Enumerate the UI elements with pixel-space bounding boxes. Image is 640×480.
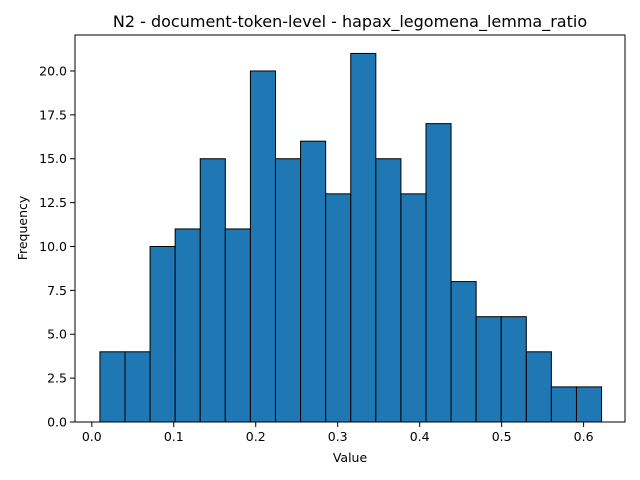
histogram-bar xyxy=(375,158,402,423)
histogram-bar xyxy=(400,193,427,423)
x-tick-label: 0.6 xyxy=(574,429,594,444)
histogram-bar xyxy=(224,228,251,423)
x-tick-label: 0.0 xyxy=(82,429,102,444)
x-tick-label: 0.5 xyxy=(492,429,512,444)
histogram-bar xyxy=(500,316,527,423)
x-axis-label: Value xyxy=(333,450,368,465)
x-ticks-group: 0.0 0.1 0.2 0.3 0.4 0.5 0.6 xyxy=(82,422,594,444)
histogram-bar xyxy=(99,351,126,423)
x-tick-label: 0.4 xyxy=(410,429,430,444)
y-ticks-group: 0.0 2.5 5.0 7.5 10.0 12.5 15.0 17.5 20.0 xyxy=(39,63,75,430)
histogram-bar xyxy=(300,140,327,423)
y-axis-label: Frequency xyxy=(15,195,30,260)
histogram-bar xyxy=(575,386,603,423)
y-tick-label: 7.5 xyxy=(47,283,67,298)
x-tick-label: 0.1 xyxy=(164,429,184,444)
y-tick-label: 12.5 xyxy=(39,195,67,210)
histogram-bar xyxy=(350,52,377,423)
histogram-bar xyxy=(475,316,502,423)
histogram-bar xyxy=(174,228,201,423)
chart-title: N2 - document-token-level - hapax_legome… xyxy=(113,12,587,32)
y-tick-label: 0.0 xyxy=(47,415,67,430)
y-tick-label: 10.0 xyxy=(39,239,67,254)
y-tick-label: 2.5 xyxy=(47,371,67,386)
y-tick-label: 17.5 xyxy=(39,107,67,122)
x-tick-label: 0.3 xyxy=(328,429,348,444)
histogram-bar xyxy=(525,351,552,423)
y-tick-label: 5.0 xyxy=(47,327,67,342)
histogram-bar xyxy=(149,245,176,423)
y-tick-label: 20.0 xyxy=(39,63,67,78)
histogram-bar xyxy=(450,281,477,423)
x-tick-label: 0.2 xyxy=(246,429,266,444)
histogram-bar xyxy=(325,193,352,423)
histogram-bar xyxy=(199,158,226,423)
histogram-bar xyxy=(249,70,276,423)
histogram-bar xyxy=(274,158,302,423)
bars-group xyxy=(99,52,603,423)
histogram-bar xyxy=(124,351,151,423)
histogram-bar xyxy=(425,123,452,423)
plot-frame xyxy=(74,34,626,423)
y-tick-label: 15.0 xyxy=(39,151,67,166)
histogram-bar xyxy=(550,386,577,423)
